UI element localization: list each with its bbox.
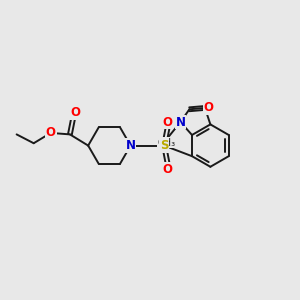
- Text: O: O: [163, 116, 173, 128]
- Text: N: N: [126, 139, 136, 152]
- Text: O: O: [46, 126, 56, 139]
- Text: O: O: [70, 106, 80, 119]
- Text: CH₃: CH₃: [158, 138, 176, 148]
- Text: O: O: [204, 101, 214, 114]
- Text: N: N: [176, 116, 185, 129]
- Text: O: O: [163, 163, 173, 176]
- Text: S: S: [160, 139, 168, 152]
